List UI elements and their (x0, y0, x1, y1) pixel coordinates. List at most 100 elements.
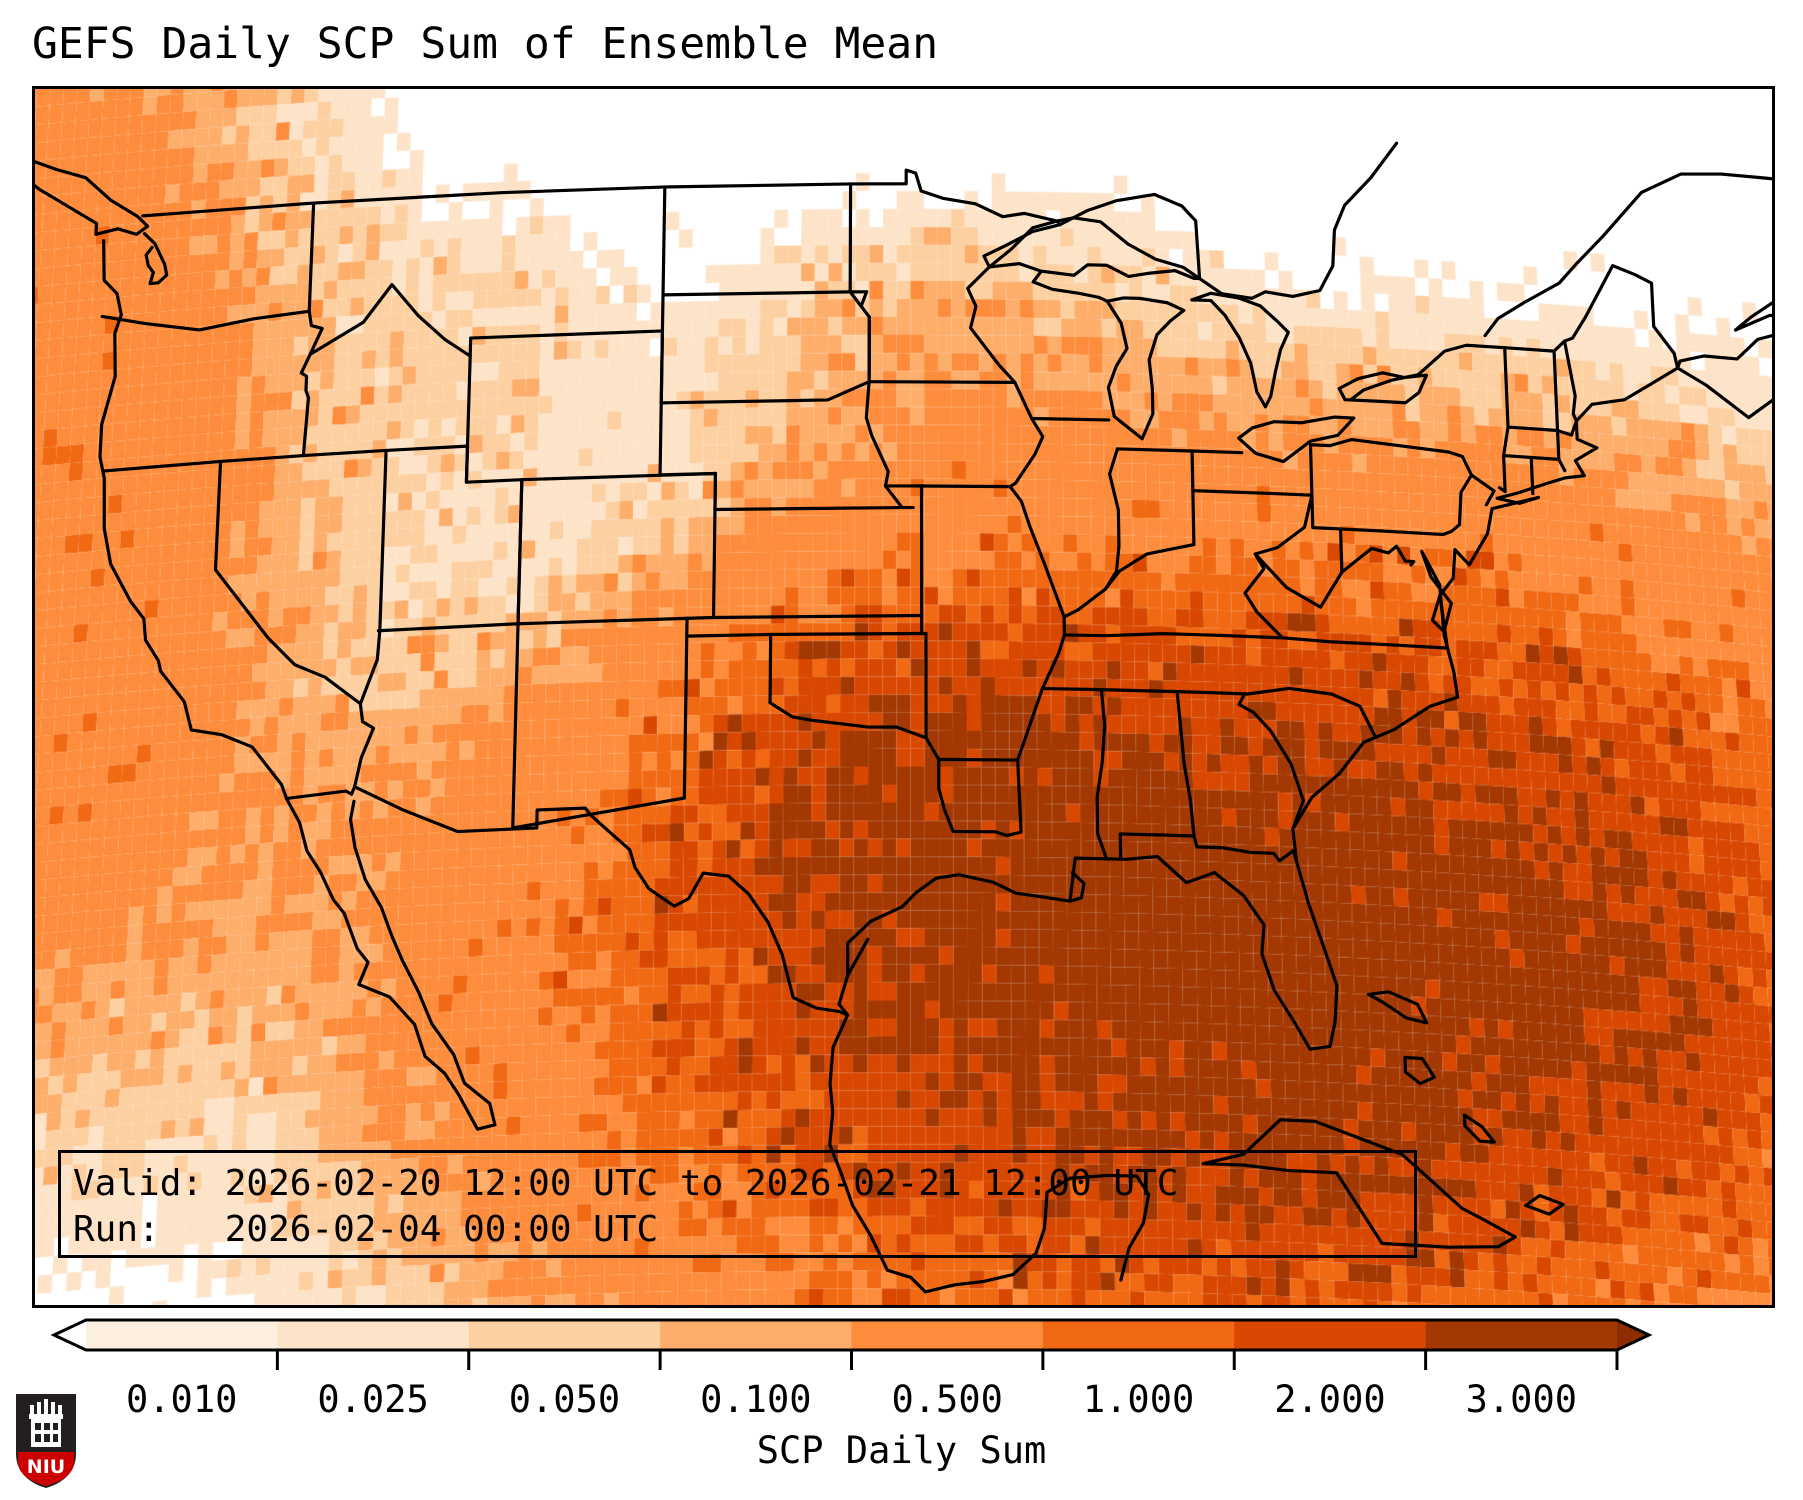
geo-polyline (516, 478, 524, 626)
geo-polyline (1190, 449, 1314, 547)
colorbar-graphic (50, 1318, 1653, 1370)
geo-polyline (924, 736, 1020, 762)
geo-polyline (659, 329, 665, 405)
geo-polyline (713, 505, 904, 512)
geo-polyline (1237, 415, 1356, 464)
colorbar-tick-label: 0.500 (891, 1378, 1003, 1421)
geo-polyline (35, 160, 150, 236)
colorbar-band (277, 1320, 470, 1350)
geo-polyline (1237, 692, 1306, 831)
page-title: GEFS Daily SCP Sum of Ensemble Mean (32, 19, 939, 69)
geo-polyline (142, 232, 169, 286)
colorbar-band (86, 1320, 278, 1350)
geo-polyline (1031, 269, 1109, 303)
geo-polyline (1438, 593, 1450, 650)
geo-polyline (98, 239, 497, 1131)
geo-polyline (1552, 349, 1560, 433)
geo-polyline (883, 484, 915, 510)
geo-polyline (658, 471, 718, 512)
geo-polyline (1190, 449, 1244, 455)
colorbar-tick-label: 1.000 (1082, 1378, 1195, 1421)
map-geography-layer (35, 141, 1772, 1294)
geo-polyline (923, 1190, 1049, 1294)
geo-polyline (1105, 296, 1186, 441)
geo-polyline (1287, 686, 1377, 738)
colorbar-axis-label: SCP Daily Sum (756, 1429, 1047, 1472)
geo-polyline (284, 785, 850, 1017)
geo-polyline (358, 448, 388, 706)
geo-polyline (1733, 301, 1772, 332)
geo-polyline (308, 283, 472, 358)
geo-polyline (1350, 437, 1474, 527)
geo-polyline (464, 336, 473, 484)
colorbar-under-arrow (54, 1320, 86, 1350)
geo-polyline (1403, 1055, 1436, 1086)
geo-polyline (100, 309, 324, 356)
geo-polyline (1201, 1118, 1517, 1249)
geo-polyline (1524, 1193, 1565, 1216)
geo-polyline (1403, 559, 1416, 567)
geo-polyline (1483, 172, 1772, 338)
scp-heatmap-layer (35, 89, 1772, 1305)
geo-polyline (1253, 552, 1344, 609)
geo-polyline (1529, 455, 1535, 496)
colorbar-band (851, 1320, 1044, 1350)
geo-polyline (520, 471, 718, 482)
geo-polyline (1506, 419, 1578, 437)
colorbar-tick-label: 0.025 (317, 1378, 429, 1421)
geo-polyline (1562, 339, 1578, 423)
geo-polyline (1104, 447, 1121, 591)
colorbar-tick-label: 2.000 (1274, 1378, 1386, 1421)
geo-polyline (1008, 416, 1045, 489)
geo-polyline (1016, 633, 1066, 762)
geo-polyline (213, 459, 362, 706)
geo-polyline (661, 290, 869, 297)
geo-polyline (1308, 437, 1354, 497)
geo-polyline (1115, 447, 1194, 453)
geo-polyline (1366, 990, 1429, 1025)
geo-polyline (1243, 493, 1314, 640)
geo-polyline (1310, 493, 1454, 537)
geo-polyline (1192, 834, 1299, 864)
geo-polyline (516, 615, 716, 626)
geo-polyline (1118, 832, 1196, 861)
geo-polyline (711, 613, 924, 620)
geo-polyline (1045, 1173, 1151, 1282)
colorbar-band (468, 1320, 661, 1350)
geo-polyline (1555, 428, 1567, 473)
geo-polyline (1175, 686, 1291, 696)
geo-polyline (864, 380, 890, 488)
colorbar-tick-label: 0.050 (508, 1378, 621, 1421)
geo-polyline (511, 796, 686, 830)
geo-polyline (1062, 632, 1284, 640)
geo-polyline (966, 265, 1034, 421)
geo-polyline (1497, 453, 1507, 494)
validity-info-box: Valid: 2026-02-20 12:00 UTC to 2026-02-2… (58, 1150, 1417, 1258)
geo-polyline (846, 937, 870, 978)
geo-polyline (1449, 523, 1462, 534)
geo-polyline (469, 329, 665, 340)
geo-polyline (353, 702, 376, 789)
map-panel (32, 86, 1775, 1308)
geo-polyline (769, 631, 928, 637)
geo-polyline (685, 632, 928, 740)
geo-polyline (682, 634, 689, 800)
geo-polyline (141, 168, 1062, 227)
colorbar-tick-label: 0.100 (700, 1378, 812, 1421)
geo-polyline (1058, 141, 1399, 300)
castle-windows (35, 1423, 58, 1442)
geo-polyline (1068, 870, 1086, 903)
colorbar-tick-label: 0.010 (125, 1378, 238, 1421)
geo-polyline (1348, 264, 1680, 402)
geo-polyline (937, 757, 1023, 838)
colorbar-band (1234, 1320, 1427, 1350)
geo-polyline (464, 444, 524, 626)
geo-polyline (711, 471, 718, 620)
geo-polyline (1280, 636, 1450, 650)
geo-polyline (911, 484, 1012, 489)
niu-logo: NIU (16, 1394, 76, 1488)
geo-polyline (1462, 1113, 1496, 1144)
logo-red-band (18, 1452, 74, 1486)
colorbar-band (1425, 1320, 1618, 1350)
